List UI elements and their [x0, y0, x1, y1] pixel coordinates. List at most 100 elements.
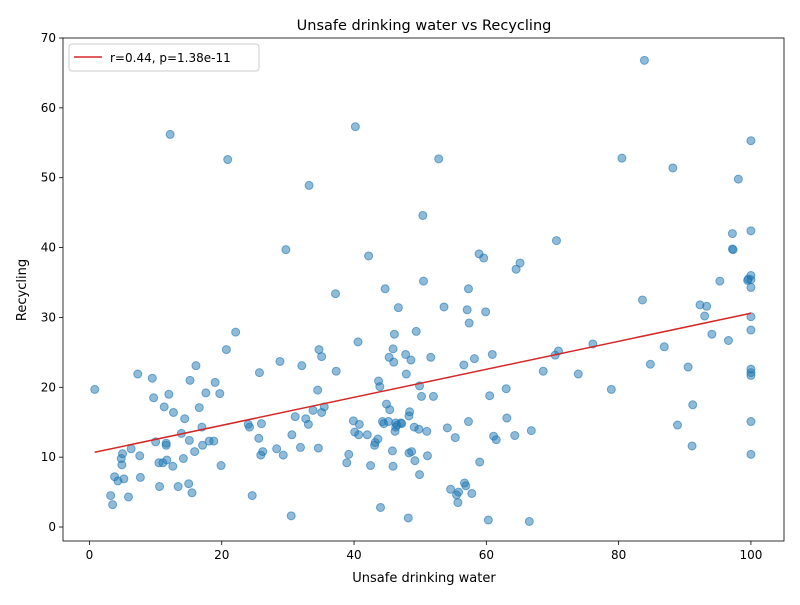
data-point [245, 422, 255, 432]
legend-label: r=0.44, p=1.38e-11 [110, 51, 231, 65]
data-point [463, 417, 473, 427]
data-point [161, 438, 171, 448]
data-point [526, 426, 536, 436]
data-point [659, 342, 669, 352]
x-tick-label: 0 [86, 548, 94, 562]
data-point [524, 516, 534, 526]
data-point [467, 488, 477, 498]
data-point [454, 487, 464, 497]
data-point [216, 461, 226, 471]
data-point [308, 405, 318, 415]
data-point [286, 511, 296, 521]
data-point [733, 174, 743, 184]
data-point [350, 122, 360, 132]
data-point [376, 502, 385, 512]
data-point [469, 354, 479, 364]
data-point [702, 301, 712, 311]
data-point [459, 360, 469, 370]
legend: r=0.44, p=1.38e-11 [68, 43, 260, 72]
data-point [126, 444, 136, 454]
data-point [746, 449, 756, 459]
data-point [149, 393, 159, 403]
data-point [428, 391, 438, 401]
data-point [135, 472, 145, 482]
data-point [406, 355, 416, 365]
legend-box [68, 43, 260, 72]
data-point [475, 457, 485, 467]
data-point [383, 417, 393, 427]
data-point [551, 236, 561, 246]
data-point [133, 369, 143, 379]
y-axis-label: Recycling [15, 259, 30, 321]
data-point [410, 456, 420, 466]
data-point [727, 229, 737, 239]
data-point [450, 433, 460, 443]
data-point [385, 405, 395, 415]
x-tick-label: 40 [346, 548, 361, 562]
data-point [295, 442, 305, 452]
data-point [303, 419, 313, 429]
data-point [481, 307, 491, 317]
data-point [511, 264, 521, 274]
data-point [417, 391, 427, 401]
data-point [393, 303, 403, 313]
data-point [637, 295, 647, 305]
data-point [464, 318, 474, 328]
data-point [502, 413, 512, 423]
data-point [290, 412, 300, 422]
data-point [331, 366, 341, 376]
data-point [388, 344, 398, 354]
data-point [573, 369, 583, 379]
data-point [414, 424, 424, 434]
data-point [362, 430, 372, 440]
data-point [215, 389, 225, 399]
data-point [485, 391, 495, 401]
y-tick-label: 20 [41, 380, 56, 394]
data-point [707, 329, 717, 339]
data-point [606, 384, 616, 394]
x-tick-label: 60 [479, 548, 494, 562]
data-point [746, 275, 756, 285]
data-point [90, 384, 100, 394]
data-point [256, 419, 266, 429]
x-tick-label: 100 [739, 548, 762, 562]
data-point [405, 407, 415, 417]
data-point [501, 384, 511, 394]
data-point [746, 312, 756, 322]
data-point [364, 251, 374, 261]
data-point [108, 500, 118, 510]
data-point [342, 458, 352, 468]
data-point [515, 258, 525, 268]
data-point [185, 375, 195, 385]
x-tick-label: 20 [214, 548, 229, 562]
x-axis-label: Unsafe drinking water [352, 571, 496, 586]
data-point [418, 210, 428, 220]
data-point [407, 447, 417, 457]
y-tick-label: 0 [48, 520, 56, 534]
data-point [159, 402, 169, 412]
x-axis-ticks: 0 20 40 60 80 100 [86, 541, 762, 562]
data-points [90, 55, 756, 526]
data-point [389, 357, 399, 367]
data-point [278, 450, 288, 460]
data-point [422, 426, 432, 436]
data-point [617, 153, 627, 163]
data-point [388, 461, 398, 471]
data-point [162, 455, 172, 465]
data-point [401, 369, 411, 379]
data-point [426, 352, 436, 362]
data-point [184, 479, 194, 489]
fit-line [94, 312, 752, 454]
y-tick-label: 10 [41, 450, 56, 464]
data-point [119, 474, 129, 484]
data-point [317, 352, 327, 362]
data-point [461, 481, 471, 491]
data-point [439, 302, 449, 312]
data-point [123, 492, 133, 502]
data-point [688, 400, 698, 410]
data-point [165, 129, 175, 139]
data-point [117, 460, 127, 470]
data-point [231, 327, 241, 337]
